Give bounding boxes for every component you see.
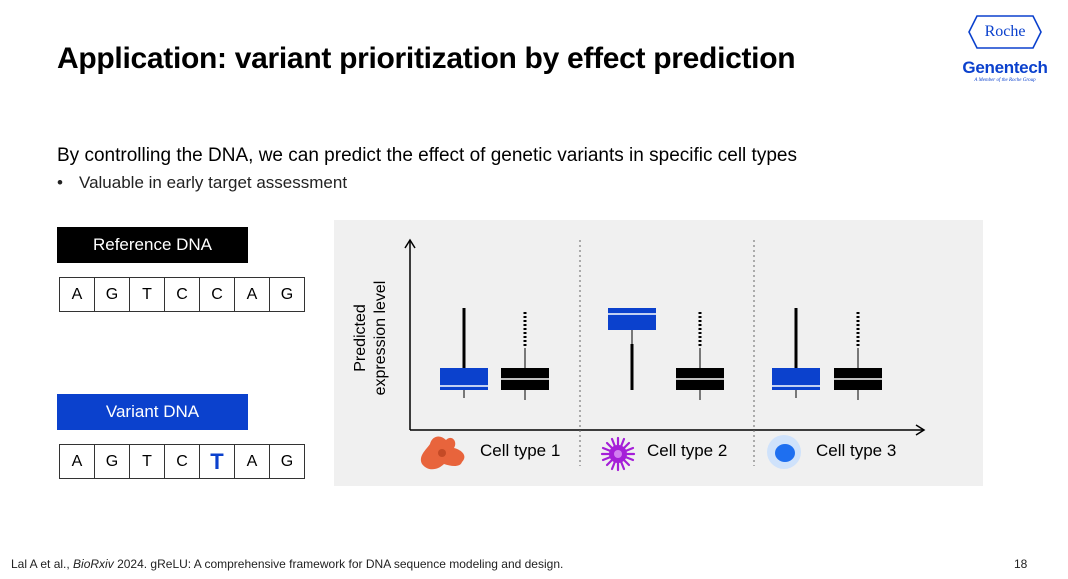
cell-type-2-icon xyxy=(600,436,636,472)
dna-base-cell: T xyxy=(130,278,165,311)
dna-base-cell: C xyxy=(165,278,200,311)
dna-base-cell: A xyxy=(235,445,270,478)
bullet-item: • Valuable in early target assessment xyxy=(57,173,347,193)
variant-box-1 xyxy=(440,368,488,390)
group-cell-type-3 xyxy=(772,308,882,400)
expression-plot: Predicted expression level xyxy=(352,238,926,472)
citation-suffix: 2024. gReLU: A comprehensive framework f… xyxy=(113,557,564,571)
x-axis-arrow xyxy=(915,424,926,436)
group-cell-type-1 xyxy=(440,308,549,400)
dna-base-cell: G xyxy=(280,286,294,303)
cell-type-1-label: Cell type 1 xyxy=(480,441,560,460)
dna-base-cell: A xyxy=(235,278,270,311)
dna-base-cell: G xyxy=(95,445,130,478)
cell-type-1-icon xyxy=(420,436,465,470)
slide-title: Application: variant prioritization by e… xyxy=(57,42,796,75)
citation-prefix: Lal A et al., xyxy=(11,557,74,571)
cell-type-3-icon xyxy=(767,435,801,469)
y-axis-arrow xyxy=(404,238,416,249)
logo-tagline: A Member of the Roche Group xyxy=(974,78,1036,83)
dna-base-cell: C xyxy=(200,278,235,311)
variant-box-2 xyxy=(608,308,656,330)
dna-base-cell: T xyxy=(130,445,165,478)
bullet-text: Valuable in early target assessment xyxy=(79,173,348,192)
dna-base-cell: C xyxy=(165,445,200,478)
dna-base-cell: G xyxy=(280,453,294,470)
cell-type-3-label: Cell type 3 xyxy=(816,441,896,460)
y-axis-label-line1: Predicted xyxy=(352,304,369,372)
roche-logo-text: Roche xyxy=(984,23,1026,40)
genentech-logo-text: Genentech xyxy=(962,58,1048,77)
roche-genentech-logo: Roche Genentech A Member of the Roche Gr… xyxy=(955,14,1055,86)
citation-journal: BioRxiv xyxy=(73,557,114,571)
variant-box-3 xyxy=(772,368,820,390)
cell-type-2-label: Cell type 2 xyxy=(647,441,727,460)
dna-base-cell: G xyxy=(95,278,130,311)
bullet-dot: • xyxy=(57,173,63,192)
dna-base-cell: A xyxy=(60,445,95,478)
variant-dna-label: Variant DNA xyxy=(57,394,248,430)
reference-dna-label: Reference DNA xyxy=(57,227,248,263)
citation-footer: Lal A et al., BioRxiv 2024. gReLU: A com… xyxy=(11,557,563,571)
page-number: 18 xyxy=(1014,557,1028,571)
prediction-panel: Predicted expression level xyxy=(334,220,983,486)
group-cell-type-2 xyxy=(608,308,724,400)
y-axis-label-line2: expression level xyxy=(372,281,389,396)
slide-subtitle: By controlling the DNA, we can predict t… xyxy=(57,145,797,166)
variant-base-cell: T xyxy=(200,445,235,478)
roche-hexagon-logo xyxy=(968,15,1042,49)
dna-base-cell: A xyxy=(60,278,95,311)
